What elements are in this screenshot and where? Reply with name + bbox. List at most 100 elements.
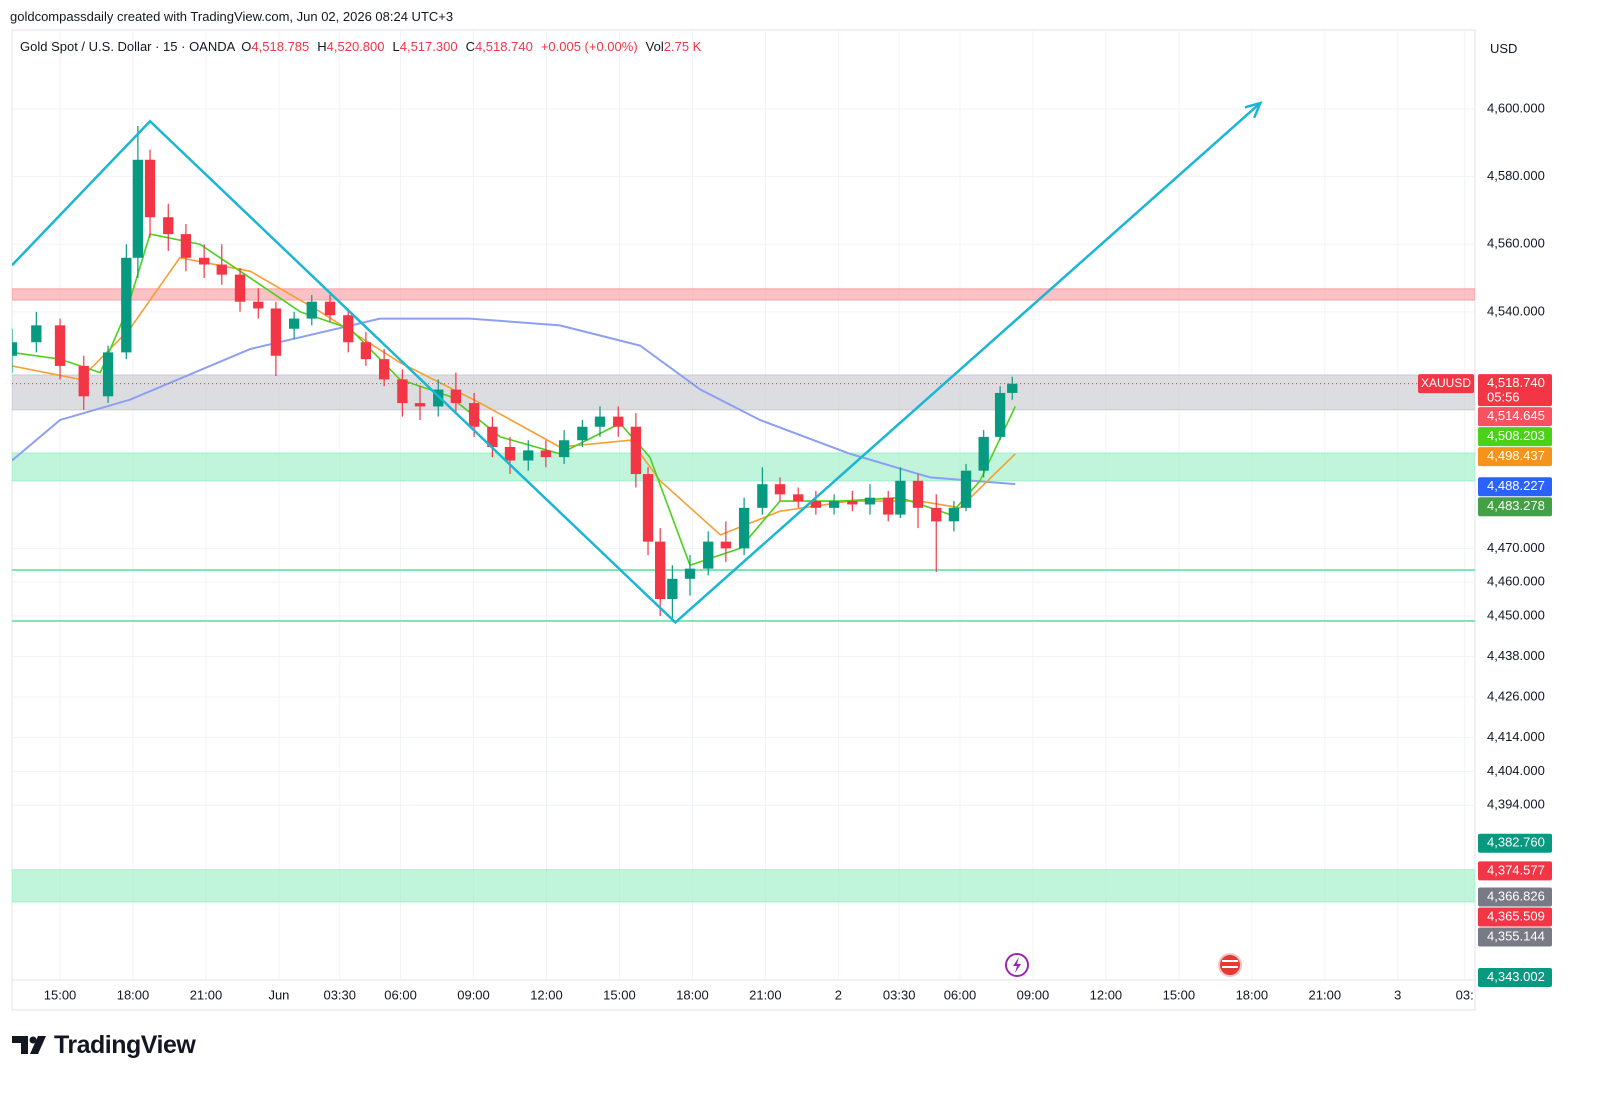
axes: 4,600.000 4,580.000 4,560.000 4,540.000 4,47… <box>44 101 1552 1002</box>
candle-body <box>1007 383 1018 393</box>
candle-body <box>234 274 246 302</box>
price-label: 4,518.740 <box>1487 375 1545 390</box>
candle-body <box>523 450 534 461</box>
candle-body <box>54 325 66 366</box>
y-tick-label: 4,438.000 <box>1487 648 1545 663</box>
y-tick-label: 4,450.000 <box>1487 607 1545 622</box>
candle-body <box>504 447 516 461</box>
candle-body <box>306 301 317 319</box>
candle-body <box>288 318 300 329</box>
price-label: 4,366.826 <box>1487 888 1545 903</box>
y-tick-label: 4,540.000 <box>1487 303 1545 318</box>
price-label: 4,498.437 <box>1487 448 1545 463</box>
candle-body <box>31 325 42 343</box>
legend-value: 4,520.800 <box>326 39 385 54</box>
candle-body <box>343 315 354 343</box>
candle-body <box>558 440 570 458</box>
candle-body <box>994 392 1006 437</box>
price-label: 4,355.144 <box>1487 928 1545 943</box>
candle-body <box>738 507 750 549</box>
candle-body <box>613 416 624 427</box>
candle-body <box>847 501 858 505</box>
x-tick-label: Jun <box>268 987 289 1002</box>
price-label: 4,483.278 <box>1487 498 1545 513</box>
event-flag[interactable] <box>1218 953 1242 977</box>
symbol: Gold Spot / U.S. Dollar · 15 · OANDA <box>20 39 236 54</box>
price-label-box <box>1478 861 1552 881</box>
indicator-line <box>12 233 1017 567</box>
candle-body <box>810 501 822 508</box>
grid <box>12 30 1475 980</box>
candle-body <box>828 501 840 508</box>
legend-value: 4,517.300 <box>399 39 458 54</box>
x-tick-label: 18:00 <box>117 987 150 1002</box>
drawings <box>12 101 1475 625</box>
x-tick-label: 21:00 <box>190 987 223 1002</box>
symbol-tag: XAUUSD <box>1421 376 1471 390</box>
trendline <box>12 102 1262 625</box>
candle-body <box>630 426 642 475</box>
price-label-box <box>1478 427 1552 447</box>
logo-part <box>12 1036 28 1054</box>
candle-body <box>960 470 972 508</box>
candle-body <box>414 403 426 407</box>
price-label-box <box>1478 833 1552 853</box>
zone <box>12 288 1475 301</box>
x-tick-label: 3 <box>1394 987 1401 1002</box>
x-tick-label: 06:00 <box>384 987 417 1002</box>
x-tick-label: 09:00 <box>457 987 490 1002</box>
candle-body <box>198 257 210 265</box>
candle-body <box>757 484 768 508</box>
flag-stripe <box>1222 966 1238 968</box>
x-tick-label: 06:00 <box>944 987 977 1002</box>
candle-body <box>594 416 606 427</box>
candle-body <box>163 217 174 235</box>
x-tick-label: 18:00 <box>1236 987 1269 1002</box>
currency[interactable]: USD <box>1490 41 1518 56</box>
candle-body <box>12 342 18 356</box>
countdown: 05:56 <box>1487 390 1520 405</box>
candle-body <box>378 359 390 380</box>
event-icons <box>1005 953 1242 977</box>
price-label: 4,488.227 <box>1487 478 1545 493</box>
candle-body <box>948 507 960 522</box>
candle-body <box>540 450 552 458</box>
candles <box>12 125 1018 620</box>
candle-body <box>78 365 89 397</box>
price-label-box <box>1478 968 1552 988</box>
candle-body <box>577 426 588 441</box>
price-label-box <box>1478 477 1552 497</box>
candle-body <box>793 494 804 502</box>
x-tick-label: 03: <box>1456 987 1474 1002</box>
candle-body <box>667 578 678 600</box>
price-label: 4,365.509 <box>1487 908 1545 923</box>
credit: goldcompassdaily created with TradingVie… <box>10 9 454 24</box>
brand-logo <box>12 1036 46 1054</box>
zone <box>12 374 1475 411</box>
x-tick-label: 15:00 <box>1163 987 1196 1002</box>
legend-key: O <box>241 39 252 54</box>
price-label: 4,514.645 <box>1487 408 1545 423</box>
y-tick-label: 4,560.000 <box>1487 236 1545 251</box>
price-label-box <box>1478 447 1552 467</box>
logo-part <box>30 1036 46 1054</box>
candle-body <box>684 568 696 579</box>
candle-body <box>180 234 192 258</box>
legend-key: Vol <box>645 39 664 54</box>
candle-body <box>132 159 144 258</box>
y-tick-label: 4,600.000 <box>1487 101 1545 116</box>
candle-body <box>216 264 227 275</box>
x-tick-label: 21:00 <box>1309 987 1342 1002</box>
x-tick-label: 21:00 <box>749 987 782 1002</box>
candle-body <box>864 497 876 505</box>
candle-body <box>270 308 282 356</box>
event-icon-glyph <box>1013 957 1021 973</box>
candle-body <box>253 301 264 309</box>
legend-value: 4,518.785 <box>251 39 310 54</box>
candle-body <box>397 379 408 404</box>
candle-body <box>468 403 480 427</box>
price-label-box <box>1478 497 1552 517</box>
price-label: 4,374.577 <box>1487 862 1545 877</box>
x-tick-label: 03:30 <box>883 987 916 1002</box>
x-tick-label: 2 <box>835 987 842 1002</box>
